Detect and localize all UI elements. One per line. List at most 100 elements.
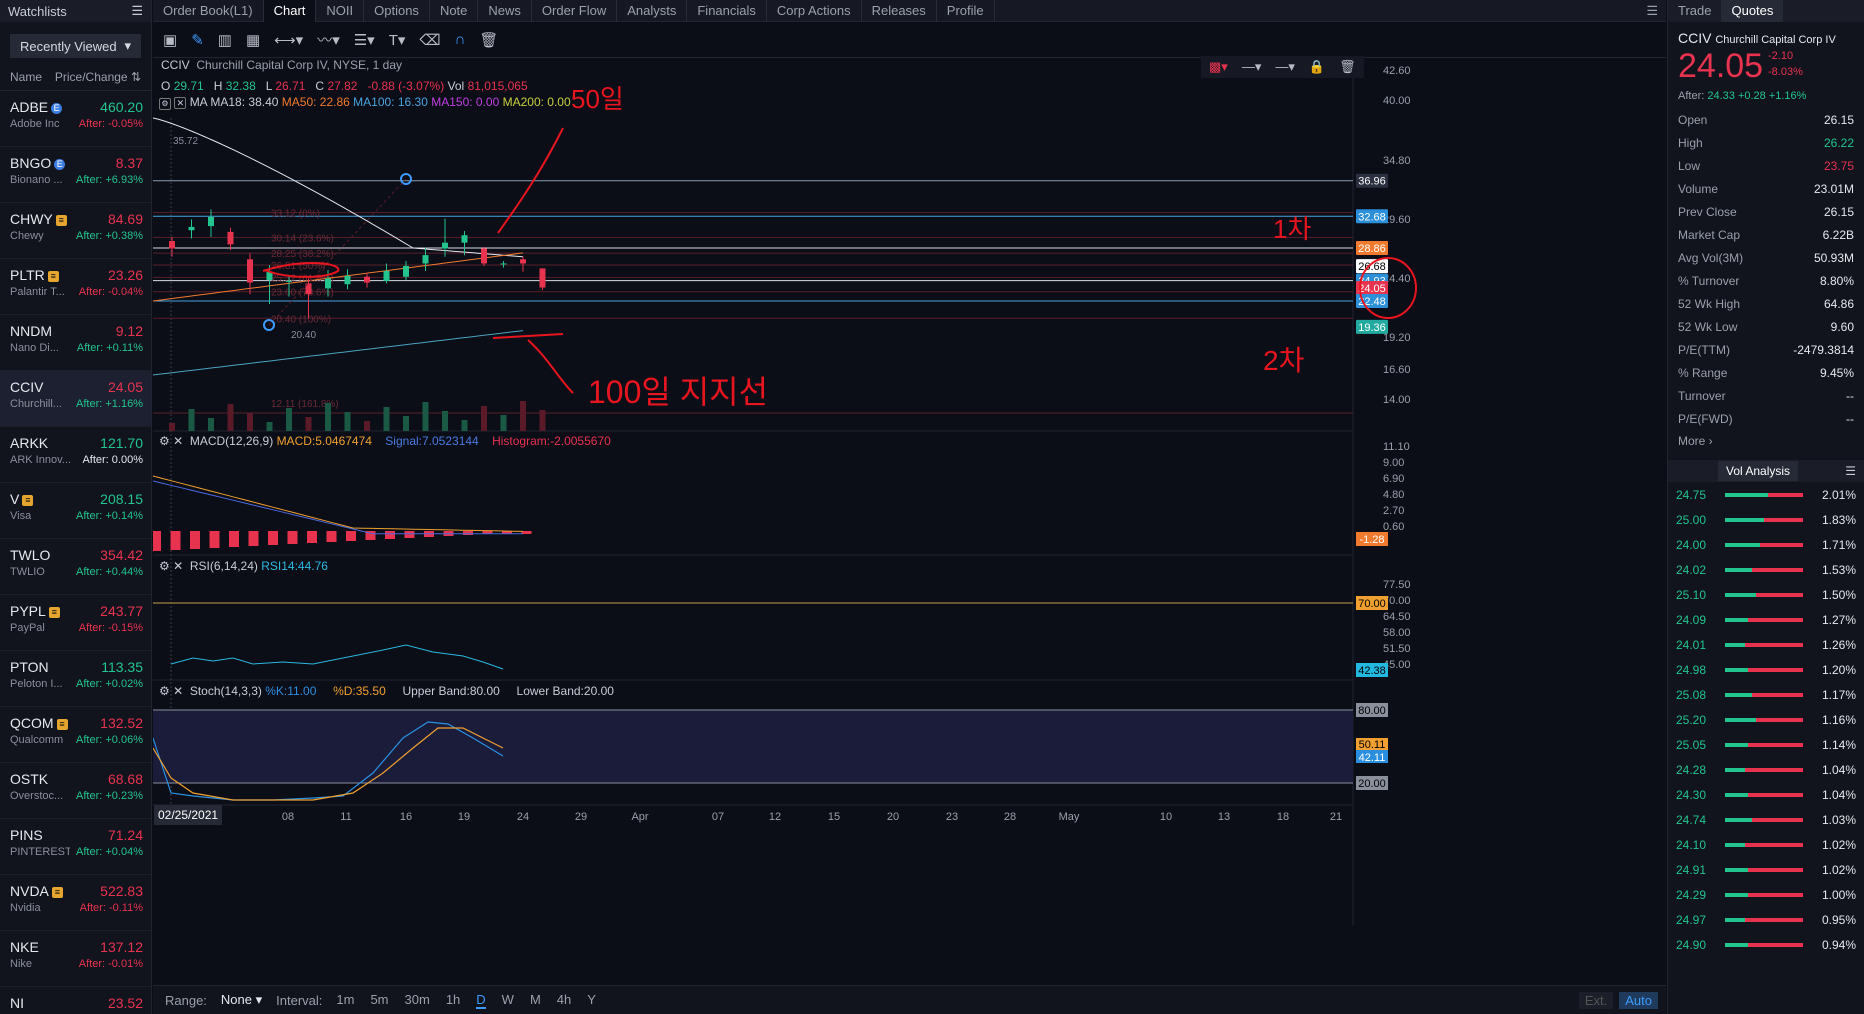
watchlist-row[interactable]: NNDM 9.12 Nano Di... After: +0.11% <box>0 315 151 371</box>
price-chart[interactable]: 33.12 (0%) 30.14 (23.6%) 28.25 (38.2%)26.8… <box>153 58 1666 985</box>
tab-corp-actions[interactable]: Corp Actions <box>767 0 862 22</box>
list-menu-icon[interactable]: ☰ <box>131 3 143 18</box>
watchlist-row[interactable]: NKE 137.12 Nike After: -0.01% <box>0 931 151 987</box>
drawing-options: ▩▾ —▾ —▾ 🔒 🗑 <box>1201 56 1364 78</box>
watchlist-row[interactable]: PTON 113.35 Peloton I... After: +0.02% <box>0 651 151 707</box>
price-tag-label: 28.86 <box>1358 243 1386 255</box>
column-name[interactable]: Name <box>10 70 43 84</box>
row-after: After: +0.04% <box>76 846 143 858</box>
interval-30m[interactable]: 30m <box>404 991 430 1007</box>
price-axis-label: 19.20 <box>1383 332 1411 344</box>
trash-icon[interactable]: 🗑 <box>479 31 499 49</box>
watchlist-row[interactable]: V ≡ 208.15 Visa After: +0.14% <box>0 483 151 539</box>
auto-button[interactable]: Auto <box>1619 991 1658 1009</box>
list-menu-icon[interactable]: ☰ <box>1646 2 1658 18</box>
watchlist-row[interactable]: OSTK 68.68 Overstoc... After: +0.23% <box>0 763 151 819</box>
settings-icon[interactable]: ⚙ <box>159 434 170 448</box>
interval-4h[interactable]: 4h <box>556 991 572 1007</box>
watchlist-title: Watchlists <box>8 3 67 19</box>
line-style-icon[interactable]: —▾ <box>1241 59 1262 74</box>
vol-row: 24.29 1.00% <box>1676 887 1856 902</box>
watchlist-selector[interactable]: Recently Viewed ▾ <box>10 34 141 58</box>
brush-tool-icon[interactable]: 〰▾ <box>317 32 340 49</box>
price-axis-label: 14.00 <box>1383 394 1411 406</box>
tab-noii[interactable]: NOII <box>316 0 365 22</box>
row-name: Visa <box>10 510 32 522</box>
tab-trade[interactable]: Trade <box>1678 3 1712 18</box>
line-tool-icon[interactable]: ⟷▾ <box>274 31 304 49</box>
interval-m[interactable]: M <box>529 991 541 1007</box>
tab-releases[interactable]: Releases <box>862 0 937 22</box>
watchlist-row[interactable]: CHWY ≡ 84.69 Chewy After: +0.38% <box>0 203 151 259</box>
watchlist-row[interactable]: PYPL ≡ 243.77 PayPal After: -0.15% <box>0 595 151 651</box>
x-axis-label: May <box>1059 811 1080 823</box>
pencil-icon[interactable]: ✎ <box>191 31 204 49</box>
layout-grid-icon[interactable]: ▦ <box>245 31 261 49</box>
volume-bar <box>364 421 370 431</box>
watchlist-row[interactable]: CCIV 24.05 Churchill... After: +1.16% <box>0 371 151 427</box>
interval-w[interactable]: W <box>501 991 514 1007</box>
tab-financials[interactable]: Financials <box>687 0 767 22</box>
column-price[interactable]: Price/Change ⇅ <box>54 70 141 84</box>
interval-y[interactable]: Y <box>587 991 596 1007</box>
watchlist-row[interactable]: PLTR ≡ 23.26 Palantir T... After: -0.04% <box>0 259 151 315</box>
row-symbol: V ≡ <box>10 491 143 507</box>
tab-profile[interactable]: Profile <box>937 0 995 22</box>
close-icon[interactable]: ✕ <box>173 434 184 448</box>
settings-icon[interactable]: ⚙ <box>159 684 170 698</box>
watchlist-row[interactable]: PINS 71.24 PINTEREST After: +0.04% <box>0 819 151 875</box>
interval-1h[interactable]: 1h <box>445 991 461 1007</box>
ext-button[interactable]: Ext. <box>1578 991 1614 1009</box>
vol-bar <box>1725 642 1803 647</box>
magnet-icon[interactable]: ∩ <box>454 31 466 48</box>
annotation-text: 50일 <box>571 84 624 114</box>
interval-d[interactable]: D <box>476 991 486 1009</box>
watchlist-row[interactable]: NI 23.52 <box>0 987 151 1014</box>
watchlist-row[interactable]: TWLO 354.42 TWLIO After: +0.44% <box>0 539 151 595</box>
close-icon[interactable]: ✕ <box>173 559 184 573</box>
watchlist-row[interactable]: ARKK 121.70 ARK Innov... After: 0.00% <box>0 427 151 483</box>
tab-quotes[interactable]: Quotes <box>1721 0 1784 22</box>
range-select[interactable]: None ▾ <box>220 992 263 1007</box>
watchlist-row[interactable]: QCOM ≡ 132.52 Qualcomm After: +0.06% <box>0 707 151 763</box>
close-icon[interactable]: ✕ <box>174 97 187 109</box>
interval-1m[interactable]: 1m <box>336 991 355 1007</box>
tab-news[interactable]: News <box>478 0 532 22</box>
chart-type-icon[interactable]: ▣ <box>163 31 178 49</box>
tab-order-flow[interactable]: Order Flow <box>532 0 618 22</box>
watchlist-row[interactable]: ADBE E 460.20 Adobe Inc After: -0.05% <box>0 91 151 147</box>
candles-icon[interactable]: ▥ <box>217 31 232 49</box>
tab-chart[interactable]: Chart <box>263 0 317 22</box>
settings-icon[interactable]: ⚙ <box>159 559 170 573</box>
macd-line <box>153 475 524 532</box>
x-axis-label: 15 <box>828 811 840 823</box>
tab-note[interactable]: Note <box>430 0 479 22</box>
settings-icon[interactable]: ⚙ <box>159 98 171 110</box>
lock-icon[interactable]: 🔒 <box>1308 59 1326 74</box>
color-swatch-icon[interactable]: ▩▾ <box>1209 59 1228 74</box>
tab-order-book-l1-[interactable]: Order Book(L1) <box>153 0 264 22</box>
watchlist-row[interactable]: NVDA ≡ 522.83 Nvidia After: -0.11% <box>0 875 151 931</box>
quote-title: CCIV Churchill Capital Corp IV <box>1678 30 1836 46</box>
volume-bar <box>344 412 351 431</box>
stoch-tag <box>1356 750 1388 763</box>
watchlist-row[interactable]: BNGO E 8.37 Bionano ... After: +6.93% <box>0 147 151 203</box>
tab-analysts[interactable]: Analysts <box>617 0 688 22</box>
eraser-icon[interactable]: ⌫ <box>419 31 441 49</box>
fib-tool-icon[interactable]: ☰▾ <box>353 31 375 49</box>
interval-5m[interactable]: 5m <box>370 991 389 1007</box>
line-width-icon[interactable]: —▾ <box>1275 59 1295 74</box>
row-name: TWLIO <box>10 566 45 578</box>
list-menu-icon[interactable]: ☰ <box>1845 464 1856 478</box>
quote-row: % Range 9.45% <box>1678 365 1854 380</box>
trash-icon[interactable]: 🗑 <box>1339 59 1356 74</box>
macd-axis-label: 2.70 <box>1383 505 1404 517</box>
close-icon[interactable]: ✕ <box>173 684 184 698</box>
volume-bar <box>169 423 175 431</box>
tab-options[interactable]: Options <box>364 0 430 22</box>
more-link[interactable]: More › <box>1678 434 1713 448</box>
text-tool-icon[interactable]: T▾ <box>388 31 406 49</box>
x-axis-label: 20 <box>887 811 899 823</box>
row-price: 522.83 <box>100 883 143 899</box>
row-name: Nike <box>10 958 33 970</box>
